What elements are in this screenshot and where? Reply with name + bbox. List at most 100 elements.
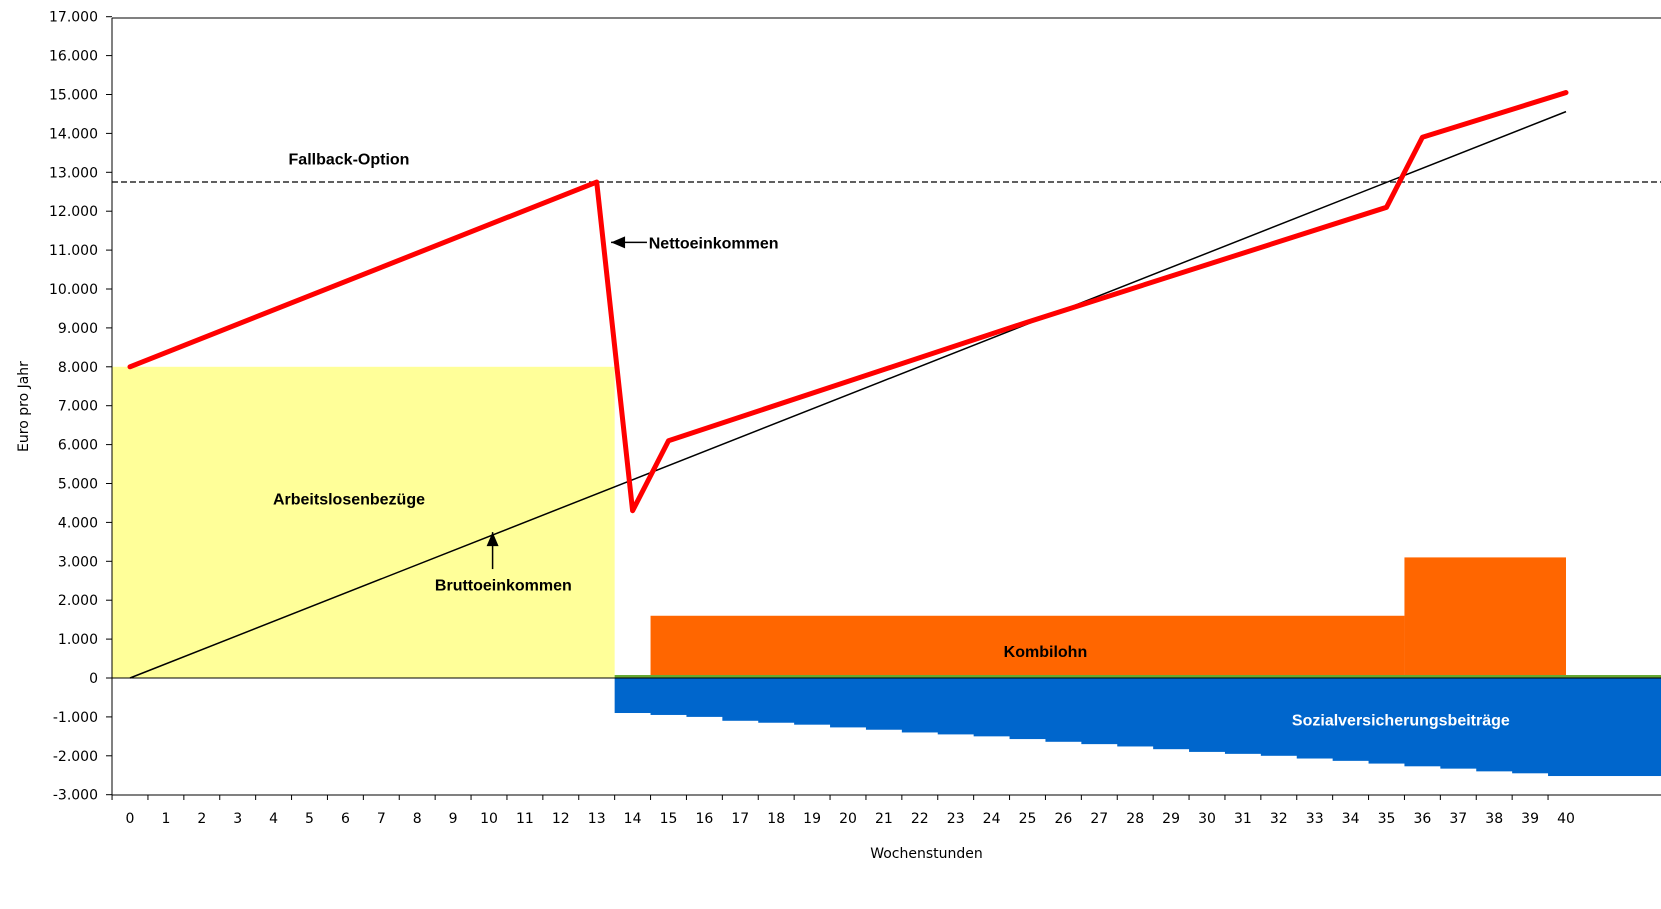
- nettoeinkommen-line: [127, 90, 1569, 514]
- x-tick-label: 33: [1306, 811, 1324, 827]
- y-tick-label: 16.000: [49, 49, 98, 65]
- x-tick-label: 8: [413, 811, 422, 827]
- y-tick-label: 9.000: [58, 321, 98, 337]
- sozialversicherung-bar: [686, 678, 723, 717]
- sozialversicherung-bar: [1117, 678, 1154, 747]
- x-tick-label: 26: [1054, 811, 1072, 827]
- base-band: [614, 675, 1661, 678]
- sozialversicherung-bar: [1440, 678, 1477, 769]
- y-tick-label: 12.000: [49, 204, 98, 220]
- x-tick-label: 25: [1019, 811, 1037, 827]
- area-arbeitslosenbezuege: [112, 366, 615, 678]
- x-tick-label: 29: [1162, 811, 1180, 827]
- sozialversicherung-bar: [937, 678, 975, 735]
- x-tick-label: 15: [660, 811, 678, 827]
- sozialversicherung-bar: [1548, 678, 1661, 777]
- y-tick-label: 4.000: [58, 515, 98, 531]
- y-tick-label: -1.000: [53, 710, 98, 726]
- x-tick-label: 23: [947, 811, 965, 827]
- x-tick-label: 27: [1090, 811, 1108, 827]
- x-tick-label: 3: [233, 811, 242, 827]
- y-tick-label: 6.000: [58, 438, 98, 454]
- x-tick-label: 35: [1378, 811, 1396, 827]
- sozialversicherung-bar: [1476, 678, 1513, 772]
- y-tick-label: 7.000: [58, 399, 98, 415]
- x-tick-label: 2: [197, 811, 206, 827]
- annotation-kombilohn: Kombilohn: [1004, 644, 1088, 661]
- x-tick-label: 21: [875, 811, 893, 827]
- x-tick-label: 34: [1342, 811, 1360, 827]
- x-tick-label: 39: [1521, 811, 1539, 827]
- x-tick-label: 17: [731, 811, 749, 827]
- sozialversicherung-bar: [614, 678, 652, 714]
- x-tick-label: 5: [305, 811, 314, 827]
- sozialversicherung-bar: [1368, 678, 1405, 764]
- sozialversicherung-bar: [650, 678, 687, 715]
- x-tick-label: 37: [1449, 811, 1467, 827]
- y-tick-label: 17.000: [49, 10, 98, 26]
- kombilohn-bar: [1404, 557, 1566, 678]
- sozialversicherung-bar: [1404, 678, 1441, 767]
- sozialversicherung-bar: [1260, 678, 1298, 756]
- sozialversicherung-bar: [1009, 678, 1046, 740]
- sozialversicherung-bar: [1332, 678, 1370, 761]
- x-tick-label: 11: [516, 811, 534, 827]
- y-tick-label: 5.000: [58, 477, 98, 493]
- x-axis-title: Wochenstunden: [870, 846, 983, 862]
- x-tick-label: 28: [1126, 811, 1144, 827]
- x-tick-label: 0: [126, 811, 135, 827]
- axes-layer: -3.000 -2.000 -1.000 0 1.000 2.000 3.000 4.000 5…: [49, 10, 1661, 827]
- y-tick-label: 10.000: [49, 282, 98, 298]
- annotation-sozial: Sozialversicherungsbeiträge: [1292, 713, 1510, 730]
- netto-arrow-head: [611, 236, 626, 249]
- x-tick-label: 30: [1198, 811, 1216, 827]
- x-tick-label: 38: [1485, 811, 1503, 827]
- annotation-brutto: Bruttoeinkommen: [435, 578, 572, 595]
- sozialversicherung-bar: [1296, 678, 1334, 759]
- annotation-arbeitslosen: Arbeitslosenbezüge: [273, 491, 425, 508]
- annotation-layer: Fallback-Option Nettoeinkommen Bruttoeinko…: [273, 152, 1510, 730]
- y-tick-label: 13.000: [49, 165, 98, 181]
- sozialversicherung-bar: [1512, 678, 1549, 774]
- sozialversicherung-bar: [973, 678, 1011, 737]
- x-tick-label: 16: [695, 811, 713, 827]
- sozialversicherung-bar: [758, 678, 795, 723]
- x-tick-label: 4: [269, 811, 278, 827]
- sozialversicherung-bar: [1081, 678, 1118, 745]
- x-tick-label: 18: [767, 811, 785, 827]
- sozialversicherung-bar: [1189, 678, 1226, 752]
- x-tick-label: 14: [624, 811, 642, 827]
- sozialversicherung-bar: [901, 678, 939, 733]
- y-tick-label: 1.000: [58, 632, 98, 648]
- x-tick-label: 12: [552, 811, 570, 827]
- sozialversicherung-bar: [830, 678, 867, 728]
- sozialversicherung-bar: [794, 678, 831, 725]
- line-layer: [112, 90, 1661, 679]
- y-axis-title: Euro pro Jahr: [16, 361, 32, 452]
- area-layer: [112, 366, 1661, 777]
- sozialversicherung-bar: [865, 678, 903, 730]
- y-tick-label: -3.000: [53, 788, 98, 804]
- annotation-netto: Nettoeinkommen: [649, 235, 779, 252]
- y-tick-label: 0: [89, 671, 98, 687]
- brutto-arrow-head: [486, 532, 499, 547]
- x-tick-label: 22: [911, 811, 929, 827]
- x-tick-label: 10: [480, 811, 498, 827]
- y-tick-label: 3.000: [58, 554, 98, 570]
- x-tick-label: 13: [588, 811, 606, 827]
- sozialversicherung-bar: [722, 678, 759, 721]
- sozialversicherung-bar: [1224, 678, 1262, 754]
- x-tick-label: 7: [377, 811, 386, 827]
- x-tick-label: 32: [1270, 811, 1288, 827]
- kombilohn-bar: [650, 615, 1405, 678]
- x-tick-label: 31: [1234, 811, 1252, 827]
- y-tick-label: 15.000: [49, 88, 98, 104]
- y-tick-label: 11.000: [49, 243, 98, 259]
- x-tick-label: 1: [161, 811, 170, 827]
- x-tick-label: 36: [1413, 811, 1431, 827]
- x-tick-label: 20: [839, 811, 857, 827]
- x-tick-label: 19: [803, 811, 821, 827]
- y-tick-label: -2.000: [53, 749, 98, 765]
- sozialversicherung-bar: [1153, 678, 1190, 750]
